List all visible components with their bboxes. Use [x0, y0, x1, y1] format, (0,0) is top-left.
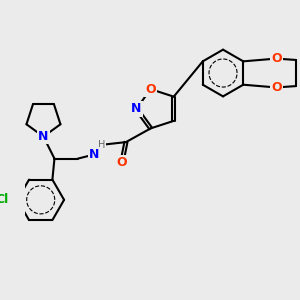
Text: Cl: Cl [0, 193, 9, 206]
Text: N: N [131, 102, 142, 115]
Text: O: O [271, 52, 282, 65]
Text: O: O [116, 156, 127, 169]
Text: O: O [146, 83, 156, 96]
Text: O: O [271, 81, 282, 94]
Text: H: H [98, 140, 105, 150]
Text: N: N [89, 148, 100, 161]
Text: N: N [38, 130, 49, 143]
